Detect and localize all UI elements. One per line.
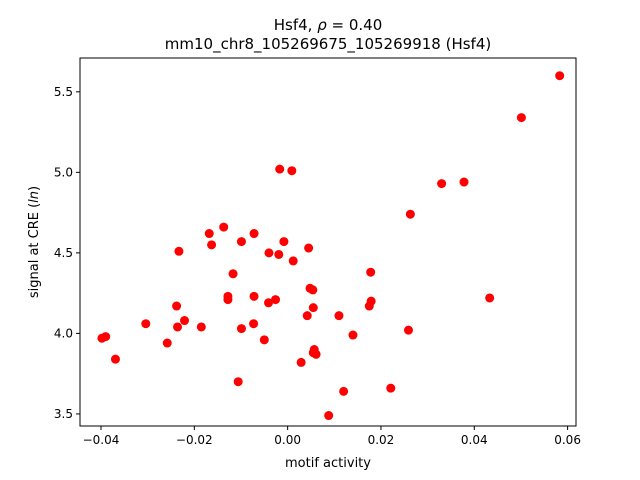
data-point xyxy=(437,179,447,189)
y-axis: 3.5 4.0 4.5 5.0 5.5 xyxy=(54,85,80,421)
data-point xyxy=(174,246,184,256)
x-tick-label: 0.06 xyxy=(554,433,581,447)
x-tick-label: −0.02 xyxy=(176,433,213,447)
data-point xyxy=(207,240,217,250)
data-point xyxy=(287,166,297,176)
data-point xyxy=(275,164,285,174)
data-point xyxy=(228,269,238,279)
data-point xyxy=(204,229,214,239)
data-point xyxy=(516,113,526,123)
x-axis-label: motif activity xyxy=(285,456,371,471)
data-point xyxy=(304,243,314,253)
data-point xyxy=(219,222,229,232)
data-point xyxy=(264,248,274,258)
data-point xyxy=(236,237,246,247)
y-tick-label: 4.0 xyxy=(54,326,73,340)
plot-area xyxy=(97,71,565,421)
data-point xyxy=(324,411,334,421)
data-point xyxy=(162,338,172,348)
data-point xyxy=(249,319,259,329)
chart-subtitle: mm10_chr8_105269675_105269918 (Hsf4) xyxy=(165,35,491,54)
y-axis-label: signal at CRE (ln) xyxy=(27,186,42,298)
data-point xyxy=(97,333,107,343)
data-point xyxy=(274,249,284,259)
chart-title: Hsf4, ρ = 0.40 xyxy=(274,16,383,34)
data-point xyxy=(172,301,182,311)
data-point xyxy=(110,354,120,364)
data-point xyxy=(249,291,259,301)
data-point xyxy=(259,335,269,345)
x-tick-label: 0.00 xyxy=(274,433,301,447)
x-tick-label: −0.04 xyxy=(83,433,120,447)
data-point xyxy=(271,295,281,305)
data-point xyxy=(366,267,376,277)
y-tick-label: 5.5 xyxy=(54,85,73,99)
data-point xyxy=(459,177,469,187)
x-axis: −0.04 −0.02 0.00 0.02 0.04 0.06 xyxy=(83,426,581,447)
y-tick-label: 4.5 xyxy=(54,246,73,260)
data-point xyxy=(236,324,246,334)
data-point xyxy=(308,303,318,313)
y-tick-label: 3.5 xyxy=(54,407,73,421)
data-point xyxy=(339,386,349,396)
data-point xyxy=(173,322,183,332)
data-point xyxy=(405,209,415,219)
data-point xyxy=(364,301,374,311)
data-point xyxy=(403,325,413,335)
y-tick-label: 5.0 xyxy=(54,165,73,179)
data-point xyxy=(141,319,151,329)
data-point xyxy=(249,229,259,239)
data-point xyxy=(233,377,243,387)
x-tick-label: 0.02 xyxy=(368,433,395,447)
data-point xyxy=(308,348,318,358)
data-point xyxy=(180,316,190,326)
data-point xyxy=(305,283,315,293)
axes-frame xyxy=(79,57,577,427)
data-point xyxy=(555,71,565,81)
data-point xyxy=(264,298,274,308)
data-point xyxy=(334,311,344,321)
data-point xyxy=(348,330,358,340)
data-point xyxy=(196,322,206,332)
data-point xyxy=(386,383,396,393)
data-point xyxy=(223,295,233,305)
data-point xyxy=(302,311,312,321)
x-tick-label: 0.04 xyxy=(461,433,488,447)
data-point xyxy=(279,237,289,247)
data-point xyxy=(288,256,298,266)
data-point xyxy=(296,357,306,367)
data-point xyxy=(485,293,495,303)
